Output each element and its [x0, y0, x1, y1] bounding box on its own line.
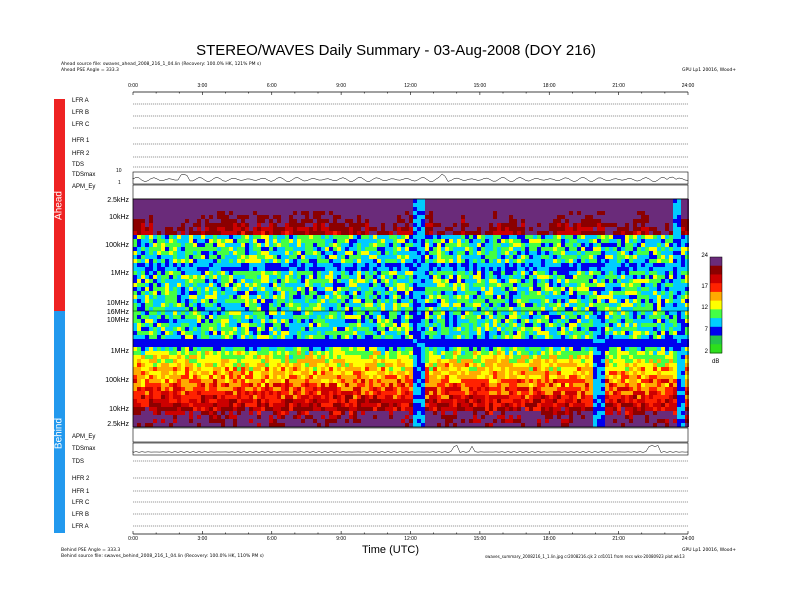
ahead-row-label: LFR A [72, 98, 89, 104]
colorbar-segment [710, 274, 722, 284]
time-tick-label-top: 21:00 [612, 83, 625, 89]
time-tick-label-bottom: 9:00 [336, 536, 346, 542]
ahead-side-bar [54, 99, 65, 311]
behind-row-label: LFR B [72, 512, 90, 518]
behind-row-label: LFR A [72, 524, 89, 530]
colorbar-tick-label: 12 [701, 305, 708, 312]
ahead-row-label: APM_Ey [72, 184, 96, 190]
behind-row-label: LFR C [72, 500, 90, 506]
footer-path: swaves_summary_2008216_1_1.lin.jpg cr200… [485, 554, 685, 559]
ahead-freq-label: 10kHz [109, 214, 129, 221]
generated-top: GPU Lp1 20016, Wood+ [682, 68, 737, 73]
time-tick-label-top: 24:00 [681, 83, 695, 89]
time-tick-label-bottom: 3:00 [197, 536, 208, 542]
colorbar-frame [709, 256, 723, 354]
time-tick-label-bottom: 18:00 [542, 536, 556, 542]
colorbar-segment [710, 291, 722, 302]
ahead-pse-angle: Ahead PSE Angle = 333.3 [61, 68, 119, 73]
colorbar-segment [710, 283, 722, 293]
ahead-freq-label: 1MHz [110, 270, 129, 277]
ahead-row-label: TDSmax [72, 172, 96, 178]
ahead-tdsmax-trace [132, 173, 689, 183]
time-tick-label-bottom: 6:00 [266, 536, 277, 542]
time-tick-label-top: 12:00 [404, 83, 417, 89]
x-axis-label: Time (UTC) [362, 544, 420, 556]
colorbar-tick-label: 17 [701, 283, 708, 290]
spectrogram-frame [132, 198, 689, 428]
page-title: STEREO/WAVES Daily Summary - 03-Aug-2008… [196, 42, 596, 59]
colorbar-segment [710, 257, 722, 267]
behind-row-label: APM_Ey [72, 434, 96, 440]
colorbar-segment [710, 318, 722, 328]
behind-tdsmax-trace [132, 445, 689, 453]
ahead-freq-label: 16MHz [106, 309, 129, 316]
colorbar-segment [710, 300, 722, 310]
time-tick-label-top: 9:00 [336, 83, 346, 89]
behind-freq-label: 10MHz [106, 317, 129, 324]
tdsmax-tick-label: 10 [116, 168, 122, 174]
time-tick-label-top: 6:00 [266, 83, 277, 89]
behind-pse-angle: Behind PSE Angle = 333.3 [61, 548, 121, 553]
colorbar-tick-label: 2 [704, 349, 708, 355]
ahead-tdsmax-box [132, 171, 689, 185]
behind-row-label: HFR 2 [72, 476, 90, 482]
ahead-row-label: LFR C [72, 122, 90, 128]
behind-freq-label: 100kHz [105, 377, 129, 384]
time-tick-label-top: 15:00 [473, 83, 487, 89]
colorbar-tick-label: 24 [701, 253, 708, 259]
colorbar-segment [710, 344, 722, 354]
time-tick-label-top: 18:00 [542, 83, 556, 89]
ahead-row-label: HFR 1 [72, 138, 90, 144]
colorbar-unit: dB [712, 359, 720, 365]
generated-bottom: GPU Lp1 20016, Wood+ [682, 548, 737, 553]
time-tick-label-bottom: 0:00 [128, 536, 138, 542]
colorbar-segment [710, 335, 722, 345]
time-tick-label-top: 3:00 [197, 83, 208, 89]
ahead-freq-label: 10MHz [106, 300, 129, 307]
colorbar-segment [710, 309, 722, 319]
behind-source-text: Behind source file: swaves_behind_2008_2… [61, 554, 264, 559]
behind-side-bar [54, 311, 65, 533]
ahead-row-label: TDS [72, 162, 84, 168]
time-tick-label-bottom: 24:00 [681, 536, 695, 542]
ahead-source-text: Ahead source file: swaves_ahead_2008_216… [61, 62, 262, 67]
time-tick-label-bottom: 21:00 [612, 536, 625, 542]
behind-row-label: TDSmax [72, 446, 96, 452]
behind-freq-label: 10kHz [109, 406, 129, 413]
ahead-freq-label: 100kHz [105, 242, 129, 249]
behind-row-label: TDS [72, 459, 84, 465]
ahead-apm-box [132, 184, 689, 200]
behind-freq-label: 2.5kHz [107, 421, 129, 428]
time-tick-label-bottom: 12:00 [404, 536, 417, 542]
ahead-row-label: HFR 2 [72, 151, 90, 157]
ahead-row-label: LFR B [72, 110, 90, 116]
spectrogram [133, 199, 689, 427]
time-tick-label-top: 0:00 [128, 83, 138, 89]
behind-tdsmax-box [132, 442, 689, 456]
ahead-freq-label: 2.5kHz [107, 197, 129, 204]
tdsmax-tick-label: 1 [118, 180, 121, 186]
time-tick-label-bottom: 15:00 [473, 536, 487, 542]
behind-apm-box [132, 427, 689, 443]
behind-freq-label: 1MHz [110, 348, 129, 355]
behind-row-label: HFR 1 [72, 489, 90, 495]
colorbar-tick-label: 7 [704, 327, 708, 334]
colorbar-segment [710, 265, 722, 275]
colorbar-segment [710, 326, 722, 337]
